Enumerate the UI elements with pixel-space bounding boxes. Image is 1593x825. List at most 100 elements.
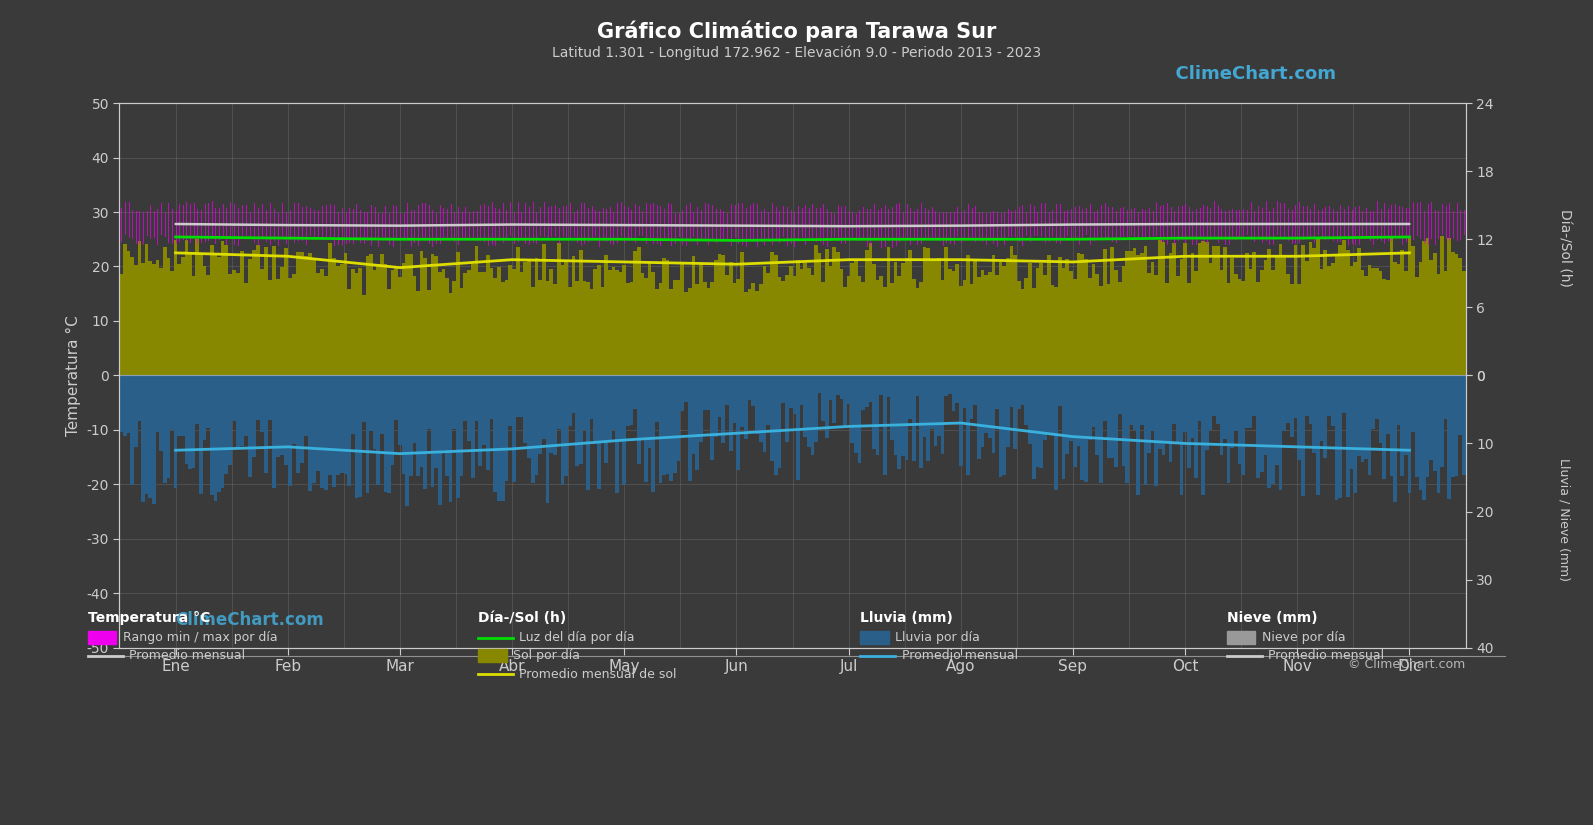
Bar <box>441 269 444 375</box>
Bar <box>156 260 159 375</box>
Bar <box>725 275 730 375</box>
Text: Latitud 1.301 - Longitud 172.962 - Elevación 9.0 - Periodo 2013 - 2023: Latitud 1.301 - Longitud 172.962 - Eleva… <box>551 45 1042 60</box>
Bar <box>736 280 741 375</box>
Bar <box>460 375 464 476</box>
Bar <box>1230 375 1235 447</box>
Bar <box>640 375 644 439</box>
Bar <box>1190 375 1195 438</box>
Bar <box>1386 280 1389 375</box>
Bar <box>722 375 725 443</box>
Bar <box>652 271 655 375</box>
Bar <box>398 276 401 375</box>
Bar <box>199 252 202 375</box>
Bar <box>381 375 384 434</box>
Bar <box>478 375 483 466</box>
Bar <box>589 289 594 375</box>
Bar <box>981 271 984 375</box>
Bar <box>427 290 430 375</box>
Bar <box>167 375 170 478</box>
Bar <box>1260 271 1263 375</box>
Bar <box>688 288 691 375</box>
Bar <box>416 375 421 476</box>
Bar <box>752 375 755 406</box>
Bar <box>777 277 781 375</box>
Bar <box>793 375 796 414</box>
Bar <box>401 262 405 375</box>
Bar <box>416 291 421 375</box>
Text: ClimeChart.com: ClimeChart.com <box>1163 65 1337 83</box>
Bar <box>840 269 843 375</box>
Bar <box>996 275 999 375</box>
Bar <box>908 250 911 375</box>
Bar <box>1013 255 1016 375</box>
Bar <box>1349 266 1354 375</box>
Bar <box>272 375 276 488</box>
Bar <box>156 375 159 431</box>
Bar <box>688 375 691 481</box>
Bar <box>962 375 967 408</box>
Bar <box>572 375 575 413</box>
Bar <box>1403 375 1408 455</box>
Bar <box>959 286 962 375</box>
Bar <box>1102 248 1107 375</box>
Bar <box>405 253 409 375</box>
Bar <box>1204 242 1209 375</box>
Bar <box>131 375 134 485</box>
Bar <box>123 375 127 436</box>
Bar <box>1360 271 1364 375</box>
Bar <box>558 375 561 429</box>
Bar <box>604 255 609 375</box>
Bar <box>970 285 973 375</box>
Bar <box>1364 375 1368 460</box>
Bar <box>395 268 398 375</box>
Bar <box>1010 246 1013 375</box>
Bar <box>530 375 535 483</box>
Bar <box>1443 375 1448 419</box>
Bar <box>699 375 703 442</box>
Bar <box>1238 279 1241 375</box>
Bar <box>1458 375 1462 436</box>
Bar <box>589 375 594 419</box>
Bar <box>984 275 988 375</box>
Bar <box>460 288 464 375</box>
Text: Promedio mensual: Promedio mensual <box>1268 649 1384 662</box>
Bar <box>626 375 629 427</box>
Bar <box>472 264 475 375</box>
Bar <box>486 255 489 375</box>
Bar <box>612 266 615 375</box>
Bar <box>677 375 680 461</box>
Bar <box>1297 284 1301 375</box>
Bar <box>564 261 569 375</box>
Bar <box>1107 284 1110 375</box>
Bar <box>236 273 239 375</box>
Bar <box>725 375 730 405</box>
Bar <box>564 375 569 476</box>
Bar <box>1408 238 1411 375</box>
Bar <box>707 288 710 375</box>
Bar <box>1021 375 1024 405</box>
Bar <box>284 375 288 465</box>
Bar <box>1305 261 1308 375</box>
Bar <box>151 264 156 375</box>
Bar <box>1274 257 1279 375</box>
Bar <box>1058 375 1063 406</box>
Bar <box>191 375 196 468</box>
Bar <box>597 265 601 375</box>
Bar <box>444 278 449 375</box>
Bar <box>365 257 370 375</box>
Bar <box>766 273 769 375</box>
Bar <box>1099 286 1102 375</box>
Text: Promedio mensual: Promedio mensual <box>902 649 1018 662</box>
Bar <box>1301 245 1305 375</box>
Bar <box>663 375 666 474</box>
Bar <box>1252 252 1257 375</box>
Bar <box>1268 375 1271 488</box>
Bar <box>142 263 145 375</box>
Bar <box>1327 266 1332 375</box>
Bar <box>1141 253 1144 375</box>
Bar <box>1212 246 1215 375</box>
Bar <box>370 375 373 431</box>
Bar <box>691 375 695 454</box>
Bar <box>1434 253 1437 375</box>
Bar <box>376 375 381 485</box>
